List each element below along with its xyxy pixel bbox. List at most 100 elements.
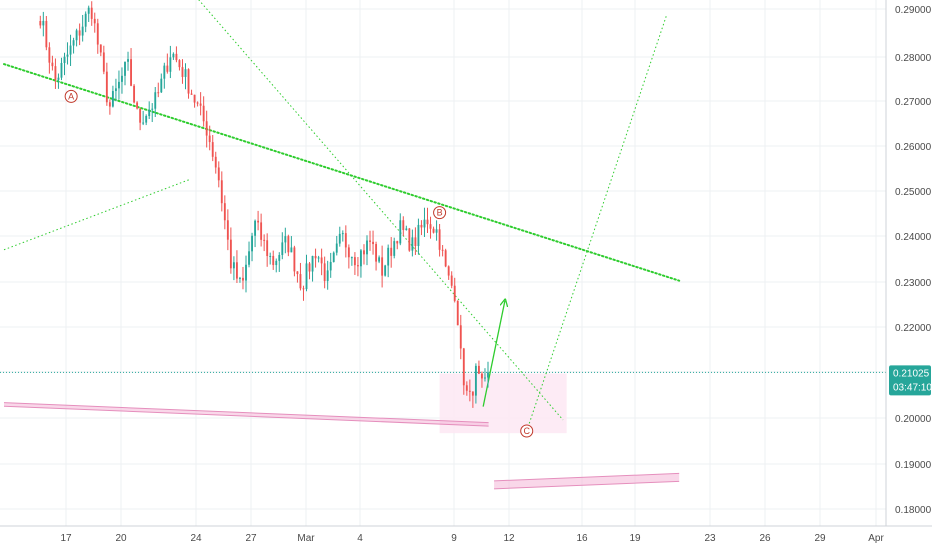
x-tick-label: 23 xyxy=(704,533,716,544)
candle-body xyxy=(248,251,250,265)
y-tick-label: 0.19000 xyxy=(895,460,932,471)
candle-body xyxy=(396,241,399,244)
trendline[interactable] xyxy=(526,15,667,432)
x-tick-label: Mar xyxy=(297,533,315,544)
candle-body xyxy=(148,109,151,117)
candle-body xyxy=(190,93,193,95)
candle-body xyxy=(278,255,281,261)
candle-body xyxy=(251,235,253,252)
candle-body xyxy=(432,228,435,233)
candle-body xyxy=(363,250,365,255)
candle-body xyxy=(338,233,341,244)
candle-body xyxy=(344,233,347,248)
candle-body xyxy=(199,103,202,106)
candle-body xyxy=(414,237,417,246)
candle-body xyxy=(114,88,117,92)
candle-body xyxy=(456,300,459,326)
candle-body xyxy=(133,85,136,103)
y-tick-label: 0.28000 xyxy=(895,53,932,64)
candle-body xyxy=(151,108,154,110)
current-price-label: 0.21025 xyxy=(893,368,930,379)
candle-body xyxy=(66,54,69,57)
y-tick-label: 0.26000 xyxy=(895,142,932,153)
candle-body xyxy=(423,219,426,228)
candle-body xyxy=(54,66,57,80)
candle-body xyxy=(399,220,402,244)
x-tick-label: 26 xyxy=(759,533,771,544)
x-tick-label: 19 xyxy=(629,533,641,544)
wave-label-text: B xyxy=(437,208,443,218)
x-tick-label: 24 xyxy=(190,533,202,544)
candle-body xyxy=(311,255,314,272)
trendline[interactable] xyxy=(186,0,564,421)
candle-body xyxy=(193,94,196,103)
candle-body xyxy=(160,78,163,93)
candle-body xyxy=(121,75,123,82)
y-tick-label: 0.24000 xyxy=(895,232,932,243)
wave-label-circle xyxy=(520,424,534,438)
candle-body xyxy=(459,325,462,349)
candle-body xyxy=(323,263,326,282)
wave-label-circle xyxy=(64,89,78,103)
candle-body xyxy=(465,385,468,391)
candle-body xyxy=(63,56,66,63)
price-axis[interactable]: 0.29000 0.28000 0.27000 0.26000 0.25000 0.240… xyxy=(895,5,932,516)
candle-body xyxy=(329,261,332,271)
candle-body xyxy=(111,91,114,107)
candle-body xyxy=(372,241,374,245)
wave-label-text: A xyxy=(68,91,74,101)
y-tick-label: 0.23000 xyxy=(895,278,932,289)
candle-body xyxy=(447,266,450,276)
candle-body xyxy=(350,257,353,259)
trendlines[interactable] xyxy=(3,0,681,432)
candle-body xyxy=(57,77,60,80)
candle-body xyxy=(211,142,214,157)
candle-body xyxy=(308,263,311,272)
candle-body xyxy=(142,122,145,124)
y-tick-label: 0.25000 xyxy=(895,187,932,198)
trendline[interactable] xyxy=(482,301,505,407)
trendline[interactable] xyxy=(3,178,192,251)
candle-body xyxy=(332,252,335,262)
candle-body xyxy=(317,257,320,259)
candle-body xyxy=(275,260,278,266)
candle-body xyxy=(287,236,290,253)
candle-body xyxy=(254,220,257,236)
trendline[interactable] xyxy=(3,63,681,282)
y-tick-label: 0.22000 xyxy=(895,323,932,334)
candle-body xyxy=(384,265,387,276)
candle-body xyxy=(178,60,181,68)
candle-body xyxy=(484,377,486,379)
current-price-badge: 0.21025 03:47:10 xyxy=(889,365,932,396)
candle-body xyxy=(356,265,359,267)
candle-body xyxy=(136,102,139,109)
candle-body xyxy=(302,288,305,290)
candle-body xyxy=(169,57,172,72)
candle-body xyxy=(42,20,45,26)
channel-band-edge xyxy=(3,405,489,427)
candle-body xyxy=(281,242,284,256)
candle-body xyxy=(347,247,350,258)
candle-body xyxy=(184,69,187,77)
x-tick-label: 29 xyxy=(814,533,826,544)
channel-band xyxy=(4,402,489,427)
candle-body xyxy=(314,255,317,259)
candle-body xyxy=(108,102,111,107)
candle-body xyxy=(299,274,302,289)
candle-body xyxy=(127,59,129,62)
candle-body xyxy=(381,257,384,276)
y-tick-label: 0.18000 xyxy=(895,505,932,516)
candle-body xyxy=(229,239,232,269)
candle-body xyxy=(290,247,293,253)
candle-body xyxy=(72,40,75,46)
candle-body xyxy=(87,7,90,14)
candle-body xyxy=(39,20,42,26)
candle-body xyxy=(84,13,87,27)
candle-body xyxy=(272,255,275,266)
candle-body xyxy=(217,167,220,181)
candle-body xyxy=(438,229,441,250)
candle-body xyxy=(145,116,148,123)
time-axis[interactable]: 17 20 24 27 Mar 4 9 12 16 19 23 26 29 Apr xyxy=(60,533,884,544)
candle-body xyxy=(369,240,371,242)
